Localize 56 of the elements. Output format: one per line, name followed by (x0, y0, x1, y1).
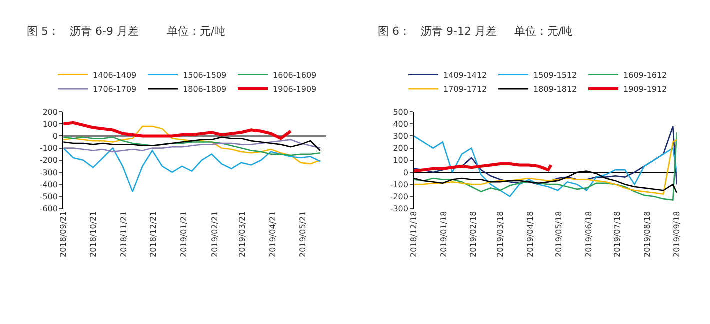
y-tick-label: 400 (393, 120, 408, 129)
line-series (64, 136, 322, 156)
y-tick-label: 0 (403, 168, 408, 178)
x-tick-label: 2019/03/21 (238, 211, 248, 258)
y-tick-label: 200 (42, 108, 58, 117)
legend-label: 1809-1812 (534, 85, 578, 94)
x-tick-label: 2018/09/21 (59, 211, 68, 258)
y-tick-label: -500 (40, 192, 58, 202)
x-tick-label: 2018/12/21 (149, 211, 158, 258)
x-tick-label: 2018/10/21 (88, 211, 98, 258)
x-tick-label: 2019/06/18 (584, 211, 594, 258)
x-tick-label: 2019/09/18 (672, 211, 682, 258)
x-tick-label: 2019/02/18 (469, 211, 478, 258)
y-tick-label: -300 (390, 204, 408, 214)
y-tick-label: 300 (393, 132, 408, 142)
x-tick-label: 2019/02/21 (210, 211, 220, 258)
x-tick-label: 2019/04/21 (268, 211, 278, 258)
legend-label: 1909-1912 (624, 85, 668, 94)
legend-label: 1609-1612 (624, 70, 668, 80)
y-tick-label: 500 (393, 108, 408, 117)
x-tick-label: 2018/12/18 (410, 211, 419, 258)
legend-label: 1509-1512 (534, 70, 578, 80)
x-tick-label: 2019/04/18 (526, 211, 535, 258)
x-tick-label: 2018/11/21 (119, 211, 128, 258)
y-tick-label: -300 (40, 168, 58, 178)
x-tick-label: 2019/01/18 (439, 211, 448, 258)
legend-label: 1806-1809 (183, 85, 227, 94)
y-tick-label: -400 (40, 180, 58, 190)
y-tick-label: -600 (40, 204, 58, 214)
legend-label: 1406-1409 (93, 70, 137, 80)
line-series (64, 148, 322, 192)
y-tick-label: -200 (40, 156, 58, 166)
line-series (64, 126, 322, 165)
legend-label: 1709-1712 (444, 85, 488, 94)
x-tick-label: 2019/07/18 (613, 211, 622, 258)
y-tick-label: -200 (390, 192, 408, 202)
x-tick-label: 2019/05/18 (554, 211, 564, 258)
y-tick-label: 100 (393, 156, 408, 166)
chart-title: 图 5： 沥青 6-9 月差 单位：元/吨 (27, 25, 226, 38)
x-tick-label: 2019/01/21 (180, 211, 189, 258)
line-series (64, 121, 292, 140)
legend-label: 1606-1609 (273, 70, 317, 80)
y-tick-label: 100 (42, 120, 58, 129)
y-tick-label: 200 (393, 144, 408, 154)
x-tick-label: 2019/05/21 (298, 211, 308, 258)
legend-label: 1706-1709 (93, 85, 137, 94)
legend-label: 1409-1412 (444, 70, 488, 80)
legend-label: 1506-1509 (183, 70, 227, 80)
line-series (414, 162, 553, 173)
chart-title: 图 6： 沥青 9-12 月差 单位：元/吨 (378, 25, 574, 38)
x-tick-label: 2019/08/18 (642, 211, 652, 258)
legend-label: 1906-1909 (273, 85, 317, 94)
x-tick-label: 2019/03/18 (496, 211, 506, 258)
y-tick-label: 0 (52, 132, 58, 142)
y-tick-label: -100 (40, 144, 58, 154)
y-tick-label: -100 (390, 180, 408, 190)
